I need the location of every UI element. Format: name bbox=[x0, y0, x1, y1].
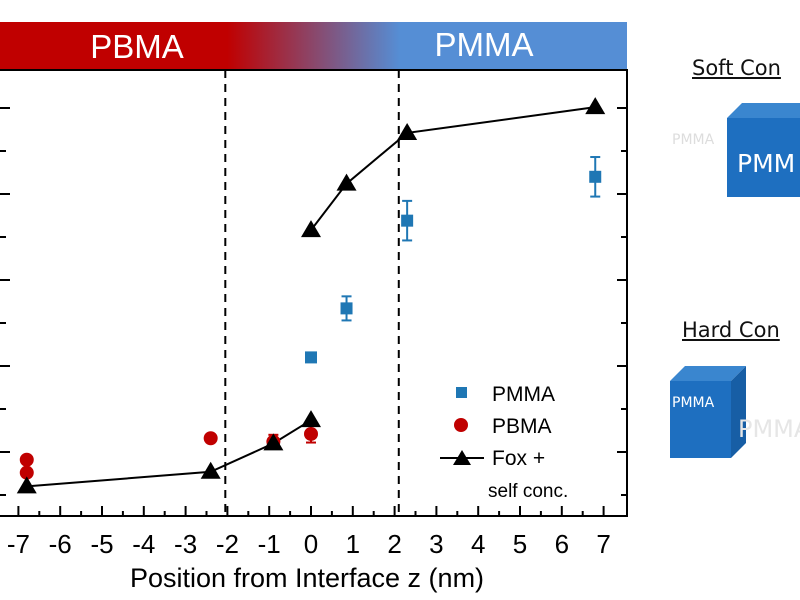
legend-pbma-marker bbox=[454, 418, 468, 432]
hard-contact-title: Hard Con bbox=[682, 318, 780, 342]
soft-contact-title: Soft Con bbox=[692, 56, 781, 80]
legend: PMMA PBMA Fox + self conc. bbox=[440, 383, 568, 502]
x-tick-label: -2 bbox=[216, 529, 239, 559]
fox-point bbox=[263, 433, 284, 451]
pmma-band bbox=[400, 22, 627, 70]
fox-point bbox=[16, 476, 37, 494]
x-tick-label: -6 bbox=[49, 529, 72, 559]
pbma-region-label: PBMA bbox=[90, 28, 184, 65]
soft-cube-label: PMM bbox=[737, 149, 795, 178]
fox-point bbox=[397, 122, 418, 140]
x-tick-label: -3 bbox=[174, 529, 197, 559]
pmma-point bbox=[589, 170, 602, 183]
data-marks bbox=[16, 97, 606, 494]
legend-pmma-label: PMMA bbox=[492, 383, 555, 406]
pbma-point bbox=[19, 452, 34, 467]
pmma-point bbox=[340, 302, 353, 315]
x-tick-label: 4 bbox=[471, 529, 485, 559]
fox-point bbox=[301, 220, 321, 238]
pbma-band bbox=[0, 22, 227, 70]
plot-frame bbox=[0, 69, 628, 517]
gradient-band bbox=[227, 22, 400, 70]
x-tick-label: -7 bbox=[7, 529, 30, 559]
x-tick-label: 2 bbox=[387, 529, 401, 559]
fox-point bbox=[200, 461, 221, 479]
hard-contact-cube: PMMA PMMA bbox=[670, 366, 800, 458]
fox-line bbox=[26, 419, 312, 488]
legend-fox-label-1: Fox + bbox=[492, 447, 545, 470]
hard-cube-label: PMMA bbox=[672, 395, 715, 411]
x-tick-label: 0 bbox=[304, 529, 318, 559]
pmma-region-label: PMMA bbox=[435, 26, 534, 63]
legend-pmma-marker bbox=[456, 387, 467, 398]
region-band: PBMA PMMA bbox=[0, 22, 627, 70]
pbma-point bbox=[19, 465, 34, 480]
pmma-point bbox=[401, 214, 414, 227]
legend-fox-label-2: self conc. bbox=[488, 481, 568, 502]
legend-fox-marker bbox=[453, 450, 471, 465]
x-tick-label: -1 bbox=[258, 529, 281, 559]
hard-faint-label: PMMA bbox=[738, 415, 800, 443]
x-tick-label: 5 bbox=[513, 529, 527, 559]
fox-point bbox=[585, 97, 606, 115]
y-ticks bbox=[0, 107, 627, 496]
pbma-point bbox=[304, 426, 318, 441]
interface-lines bbox=[224, 70, 400, 516]
x-ticks: -7 -6 -5 -4 -3 -2 -1 0 1 2 3 4 5 6 7 bbox=[7, 506, 611, 559]
x-tick-label: 3 bbox=[429, 529, 443, 559]
x-tick-label: 7 bbox=[596, 529, 610, 559]
soft-faint-label: PMMA bbox=[672, 132, 715, 148]
fox-point bbox=[301, 410, 321, 428]
x-tick-label: 6 bbox=[555, 529, 569, 559]
soft-contact-cube: PMM PMMA bbox=[672, 103, 800, 197]
pbma-point bbox=[203, 431, 218, 446]
x-tick-label: 1 bbox=[346, 529, 360, 559]
fox-point bbox=[336, 173, 357, 191]
legend-pbma-label: PBMA bbox=[492, 415, 552, 438]
x-axis-label: Position from Interface z (nm) bbox=[130, 563, 484, 593]
x-tick-label: -4 bbox=[132, 529, 155, 559]
x-tick-label: -5 bbox=[90, 529, 113, 559]
fox-line bbox=[310, 106, 596, 231]
pmma-point bbox=[305, 351, 317, 364]
